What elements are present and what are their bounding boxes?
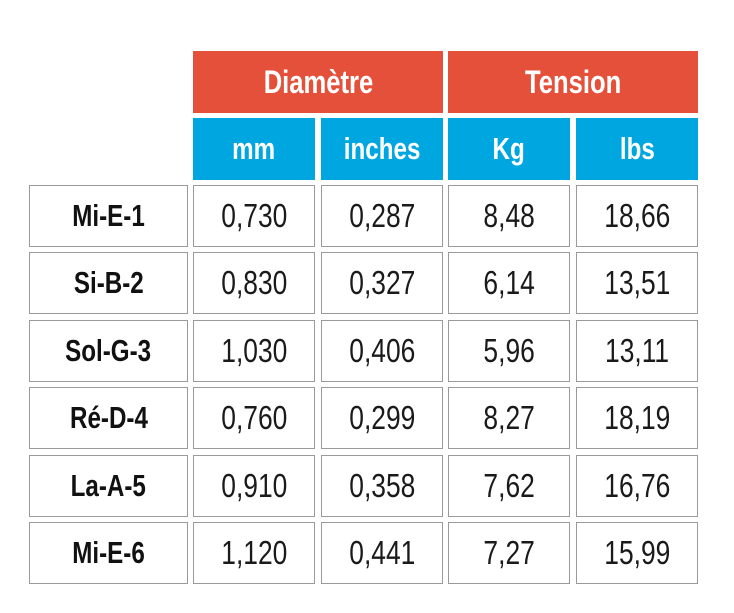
table-cell: 0,406 (321, 320, 443, 382)
table-cell: 0,358 (321, 455, 443, 517)
table-cell: 13,11 (576, 320, 698, 382)
table-cell: 0,441 (321, 522, 443, 584)
header-tension: Tension (448, 51, 698, 113)
subheader-inches: inches (321, 118, 443, 180)
table-cell: 1,120 (193, 522, 315, 584)
subheader-kg: Kg (448, 118, 570, 180)
table-cell: 7,62 (448, 455, 570, 517)
row-label: Ré-D-4 (29, 387, 188, 449)
subheader-mm: mm (193, 118, 315, 180)
table-cell: 18,19 (576, 387, 698, 449)
table-cell: 0,287 (321, 185, 443, 247)
table-cell: 8,48 (448, 185, 570, 247)
table-cell: 0,327 (321, 252, 443, 314)
row-label: Mi-E-6 (29, 522, 188, 584)
header-diametre: Diamètre (193, 51, 443, 113)
table-cell: 16,76 (576, 455, 698, 517)
table-cell: 13,51 (576, 252, 698, 314)
table-cell: 0,760 (193, 387, 315, 449)
table-cell: 0,299 (321, 387, 443, 449)
table-cell: 6,14 (448, 252, 570, 314)
subheader-lbs: lbs (576, 118, 698, 180)
table-cell: 0,910 (193, 455, 315, 517)
row-label: Sol-G-3 (29, 320, 188, 382)
table-cell: 7,27 (448, 522, 570, 584)
table-cell: 8,27 (448, 387, 570, 449)
table-cell: 1,030 (193, 320, 315, 382)
row-label: Si-B-2 (29, 252, 188, 314)
table-cell: 0,830 (193, 252, 315, 314)
table-cell: 18,66 (576, 185, 698, 247)
table-cell: 0,730 (193, 185, 315, 247)
row-label: Mi-E-1 (29, 185, 188, 247)
row-label: La-A-5 (29, 455, 188, 517)
table-cell: 5,96 (448, 320, 570, 382)
table-cell: 15,99 (576, 522, 698, 584)
